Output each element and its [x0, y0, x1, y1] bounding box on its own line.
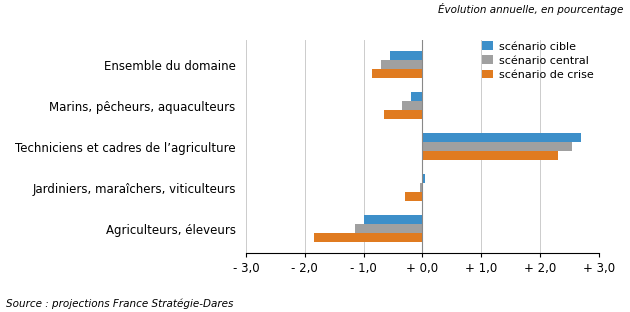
Bar — [314, 233, 423, 242]
Text: Évolution annuelle, en pourcentage: Évolution annuelle, en pourcentage — [438, 3, 624, 15]
Bar — [381, 60, 423, 69]
Text: Source : projections France Stratégie-Dares: Source : projections France Stratégie-Da… — [6, 298, 234, 309]
Bar — [390, 51, 423, 60]
Bar — [423, 133, 581, 142]
Bar — [355, 224, 423, 233]
Bar — [420, 183, 423, 192]
Bar — [364, 215, 423, 224]
Bar — [411, 92, 423, 101]
Bar — [423, 142, 573, 151]
Bar — [423, 151, 558, 160]
Bar — [423, 174, 425, 183]
Bar — [402, 101, 423, 110]
Bar — [372, 69, 423, 78]
Bar — [384, 110, 423, 119]
Legend: scénario cible, scénario central, scénario de crise: scénario cible, scénario central, scénar… — [482, 41, 593, 80]
Bar — [405, 192, 423, 201]
